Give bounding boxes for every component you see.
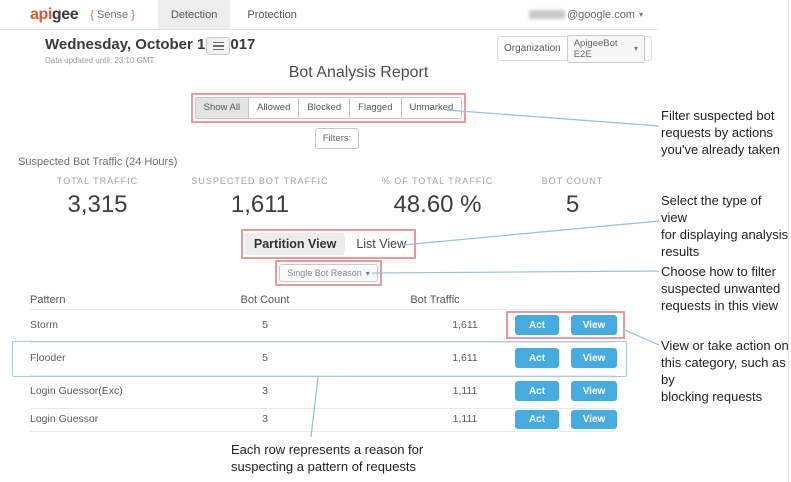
separator	[30, 309, 615, 310]
callout-box-view-tabs: Partition View List View	[240, 229, 417, 259]
filter-show-all[interactable]: Show All	[195, 98, 249, 118]
stats-section-title: Suspected Bot Traffic (24 Hours)	[18, 156, 178, 168]
logo-api-text: api	[30, 5, 52, 23]
organization-select[interactable]: ApigeeBot E2E ▾	[566, 34, 645, 63]
chevron-down-icon: ▾	[638, 10, 643, 19]
view-button[interactable]: View	[571, 348, 617, 368]
tab-list-view[interactable]: List View	[356, 237, 407, 251]
view-button[interactable]: View	[571, 315, 617, 335]
stat-label: BOT COUNT	[541, 176, 604, 186]
pattern-cell: Login Guessor(Exc)	[30, 385, 123, 397]
tab-detection[interactable]: Detection	[157, 0, 231, 29]
tab-partition-view[interactable]: Partition View	[244, 233, 346, 255]
organization-label: Organization	[504, 43, 561, 54]
organization-value: ApigeeBot E2E	[573, 37, 618, 60]
bot-reason-value: Single Bot Reason	[287, 268, 362, 278]
email-suffix: @google.com	[566, 8, 635, 21]
product-name: { Sense }	[87, 0, 138, 29]
stat-value: 48.60 %	[393, 191, 482, 218]
pattern-cell: Flooder	[30, 352, 66, 364]
bot-traffic-cell: 1,111	[452, 385, 478, 397]
filter-button-group: Show All Allowed Blocked Flagged Unmarke…	[194, 97, 463, 119]
bot-count-cell: 5	[262, 319, 268, 331]
table-row-storm[interactable]: Storm 5 1,611 Act View	[0, 309, 657, 342]
report-date: Wednesday, October 18, 2017	[45, 36, 256, 53]
annotation-reason-filter: Choose how to filter suspected unwanted …	[661, 264, 781, 313]
pattern-cell: Login Guessor	[30, 413, 99, 425]
annotation-filter: Filter suspected bot requests by actions…	[661, 108, 780, 157]
act-button[interactable]: Act	[515, 348, 559, 368]
act-button[interactable]: Act	[515, 315, 559, 335]
bot-traffic-cell: 1,611	[452, 319, 478, 331]
calendar-icon	[212, 41, 224, 44]
filter-row: Show All Allowed Blocked Flagged Unmarke…	[0, 93, 657, 123]
view-button[interactable]: View	[571, 410, 617, 429]
view-tabs-row: Partition View List View	[0, 229, 657, 259]
annotation-act-view: View or take action on this category, su…	[661, 338, 789, 404]
pattern-cell: Storm	[30, 319, 59, 331]
tab-protection[interactable]: Protection	[247, 8, 297, 21]
bot-reason-select[interactable]: Single Bot Reason ▾	[279, 264, 378, 282]
stat-label: % OF TOTAL TRAFFIC	[381, 176, 494, 186]
calendar-button[interactable]	[206, 37, 230, 55]
callout-box-reason: Single Bot Reason ▾	[275, 260, 382, 286]
callout-box-filters: Show All Allowed Blocked Flagged Unmarke…	[190, 93, 467, 123]
bot-count-cell: 3	[262, 385, 268, 397]
stat-percent-total-traffic: % OF TOTAL TRAFFIC 48.60 %	[350, 176, 525, 219]
brace-left: {	[90, 8, 94, 21]
page-title: Bot Analysis Report	[288, 64, 429, 81]
brace-right: }	[131, 8, 135, 21]
data-updated-text: Data updated until: 23:10 GMT	[45, 56, 155, 65]
filters-button[interactable]: Filters:	[315, 128, 359, 149]
separator	[30, 375, 615, 376]
stat-value: 1,611	[230, 191, 290, 218]
reason-filter-row: Single Bot Reason ▾	[0, 260, 657, 286]
separator	[30, 431, 615, 432]
stat-suspected-bot-traffic: SUSPECTED BOT TRAFFIC 1,611	[170, 176, 350, 219]
stat-total-traffic: TOTAL TRAFFIC 3,315	[20, 176, 175, 219]
act-button[interactable]: Act	[515, 381, 559, 401]
apigee-logo: api gee	[30, 0, 79, 29]
column-bot-traffic: Bot Traffic	[410, 294, 460, 306]
table-row-login-guessor[interactable]: Login Guessor 3 1,111 Act View	[0, 408, 657, 431]
view-button[interactable]: View	[571, 381, 617, 401]
filter-blocked[interactable]: Blocked	[298, 98, 350, 118]
bot-count-cell: 5	[262, 352, 268, 364]
annotation-view-type: Select the type of view for displaying a…	[661, 193, 789, 259]
table-row-login-guessor-exc[interactable]: Login Guessor(Exc) 3 1,111 Act View	[0, 375, 657, 408]
stat-label: TOTAL TRAFFIC	[56, 176, 139, 186]
separator	[30, 408, 615, 409]
account-menu[interactable]: @google.com ▾	[528, 0, 643, 29]
redacted-email	[528, 10, 565, 19]
table-header: Pattern Bot Count Bot Traffic	[0, 292, 657, 309]
logo-gee-text: gee	[51, 5, 79, 23]
page-edge-line	[788, 0, 789, 482]
top-nav: api gee { Sense } Detection Protection @g…	[0, 0, 657, 30]
column-pattern: Pattern	[30, 294, 66, 306]
filter-unmarked[interactable]: Unmarked	[400, 98, 462, 118]
filter-allowed[interactable]: Allowed	[248, 98, 299, 118]
stat-label: SUSPECTED BOT TRAFFIC	[191, 176, 329, 186]
chevron-down-icon: ▾	[365, 268, 370, 278]
separator	[30, 342, 615, 343]
organization-box: Organization ApigeeBot E2E ▾	[497, 34, 652, 63]
stat-value: 5	[565, 191, 580, 218]
annotation-row-meaning: Each row represents a reason for suspect…	[231, 442, 424, 474]
chevron-down-icon: ▾	[633, 44, 638, 53]
table-row-flooder[interactable]: Flooder 5 1,611 Act View	[0, 342, 657, 375]
act-button[interactable]: Act	[515, 410, 559, 429]
bot-traffic-cell: 1,611	[452, 352, 478, 364]
bot-traffic-cell: 1,111	[452, 413, 478, 425]
stat-bot-count: BOT COUNT 5	[505, 176, 640, 219]
bot-count-cell: 3	[262, 413, 268, 425]
sense-label: Sense	[96, 8, 129, 21]
column-bot-count: Bot Count	[240, 294, 290, 306]
stat-value: 3,315	[67, 191, 128, 218]
filter-flagged[interactable]: Flagged	[349, 98, 401, 118]
